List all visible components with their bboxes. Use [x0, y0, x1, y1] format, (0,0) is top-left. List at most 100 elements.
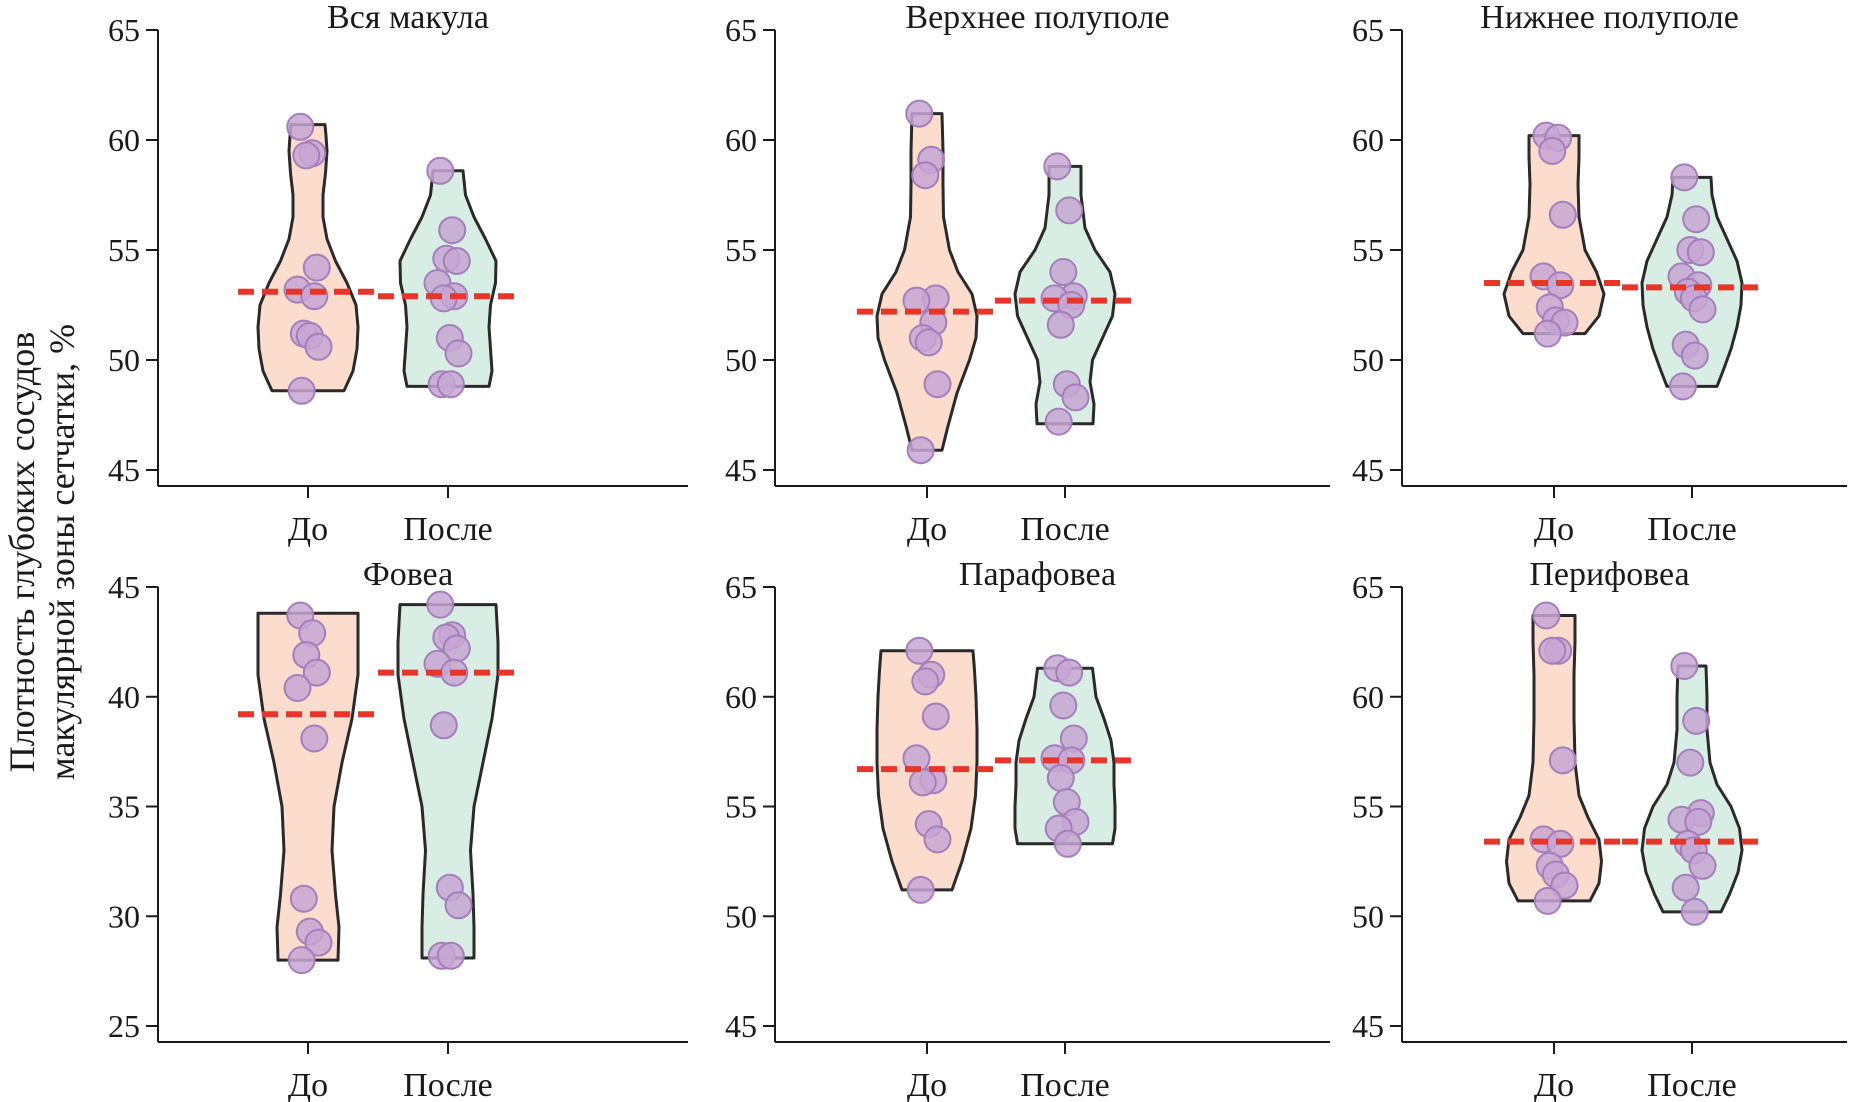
x-tick-label: После [1647, 511, 1737, 548]
x-tick-label: До [288, 1067, 328, 1102]
panel-title: Перифовеа [1529, 556, 1689, 593]
data-point [1688, 851, 1717, 880]
y-tick-label: 60 [1352, 679, 1384, 715]
y-tick-label: 35 [108, 789, 140, 825]
data-point [1043, 152, 1072, 181]
y-tick-label: 50 [108, 342, 140, 378]
data-point [283, 674, 312, 702]
panel-4: Фовеа 25 30 35 40 45 До После [108, 556, 688, 1102]
y-tick-label: 45 [1352, 452, 1384, 488]
panel-title: Нижнее полуполе [1480, 0, 1739, 36]
data-point [911, 667, 940, 696]
data-point [292, 141, 321, 170]
data-point [1061, 383, 1090, 412]
y-tick-label: 55 [1352, 232, 1384, 268]
y-tick-label: 45 [108, 452, 140, 488]
panel-1: Вся макула 45 50 55 60 65 До После [108, 0, 688, 548]
data-point [1682, 205, 1711, 234]
data-point [1671, 873, 1700, 902]
x-tick-label: До [288, 511, 328, 548]
y-tick-label: 60 [1352, 122, 1384, 158]
panel-title: Вся макула [327, 0, 489, 36]
data-point [1668, 372, 1697, 401]
data-point [1533, 319, 1562, 348]
data-point [1049, 691, 1078, 720]
data-point [923, 825, 952, 854]
y-tick-label: 55 [1352, 789, 1384, 825]
data-point [1055, 658, 1084, 687]
data-point [302, 253, 331, 282]
panel-title: Парафовеа [959, 556, 1116, 593]
y-tick-label: 45 [108, 569, 140, 605]
data-point [1680, 341, 1709, 370]
data-point [921, 702, 950, 731]
y-tick-label: 60 [725, 679, 757, 715]
data-point [1044, 407, 1073, 436]
data-point [302, 658, 331, 687]
data-point [911, 161, 940, 190]
data-point [436, 941, 465, 970]
data-point [300, 724, 329, 753]
data-point [426, 156, 455, 185]
y-tick-label: 50 [1352, 342, 1384, 378]
panel-title: Фовеа [363, 556, 453, 593]
data-point [923, 370, 952, 399]
data-point [1055, 196, 1084, 225]
y-axis-label-line-2: макулярной зоны сетчатки, % [42, 324, 82, 780]
data-point [1533, 886, 1562, 915]
y-tick-label: 55 [108, 232, 140, 268]
data-point [304, 928, 333, 957]
data-point [426, 590, 455, 619]
y-tick-label: 25 [108, 1008, 140, 1044]
data-point [1538, 137, 1567, 165]
data-point [1680, 897, 1709, 926]
data-point [1686, 238, 1715, 267]
data-point [438, 216, 467, 245]
data-point [1049, 258, 1078, 286]
data-point [908, 768, 937, 797]
panel-2: Верхнее полуполе 45 50 55 60 65 До После [725, 0, 1330, 548]
data-point [286, 112, 315, 141]
x-tick-label: После [1020, 1067, 1110, 1102]
data-point [300, 282, 329, 311]
x-tick-label: До [907, 511, 947, 548]
data-point [906, 875, 935, 904]
x-tick-label: До [1534, 511, 1574, 548]
y-tick-label: 40 [108, 679, 140, 715]
data-point [905, 99, 934, 128]
y-tick-label: 55 [725, 789, 757, 825]
data-point [1548, 746, 1577, 775]
x-tick-label: После [403, 1067, 493, 1102]
y-axis-label-line-1: Плотность глубоких сосудов [2, 332, 42, 772]
data-point [1532, 601, 1561, 630]
violin-before [1502, 134, 1606, 336]
y-tick-label: 45 [1352, 1008, 1384, 1044]
y-tick-label: 65 [725, 569, 757, 605]
data-point [287, 376, 316, 405]
x-tick-label: После [1647, 1067, 1737, 1102]
y-tick-label: 65 [725, 12, 757, 48]
data-point [914, 328, 943, 357]
violin-after [396, 603, 500, 960]
y-tick-label: 65 [1352, 12, 1384, 48]
data-point [1670, 652, 1699, 680]
x-tick-label: До [907, 1067, 947, 1102]
y-tick-label: 30 [108, 898, 140, 934]
x-tick-label: После [1020, 511, 1110, 548]
data-point [287, 946, 316, 975]
panel-6: Перифовеа 45 50 55 60 65 До После [1352, 556, 1847, 1102]
data-point [1688, 295, 1717, 324]
panel-3: Нижнее полуполе 45 50 55 60 65 До После [1352, 0, 1847, 548]
y-tick-label: 45 [725, 1008, 757, 1044]
y-tick-label: 65 [1352, 569, 1384, 605]
panel-5: Парафовеа 45 50 55 60 65 До После [725, 556, 1330, 1102]
data-point [1046, 764, 1075, 792]
data-point [444, 891, 473, 920]
y-tick-label: 45 [725, 452, 757, 488]
data-point [1053, 829, 1082, 858]
violin-before [256, 611, 360, 962]
y-tick-label: 65 [108, 12, 140, 48]
x-tick-label: После [403, 511, 493, 548]
